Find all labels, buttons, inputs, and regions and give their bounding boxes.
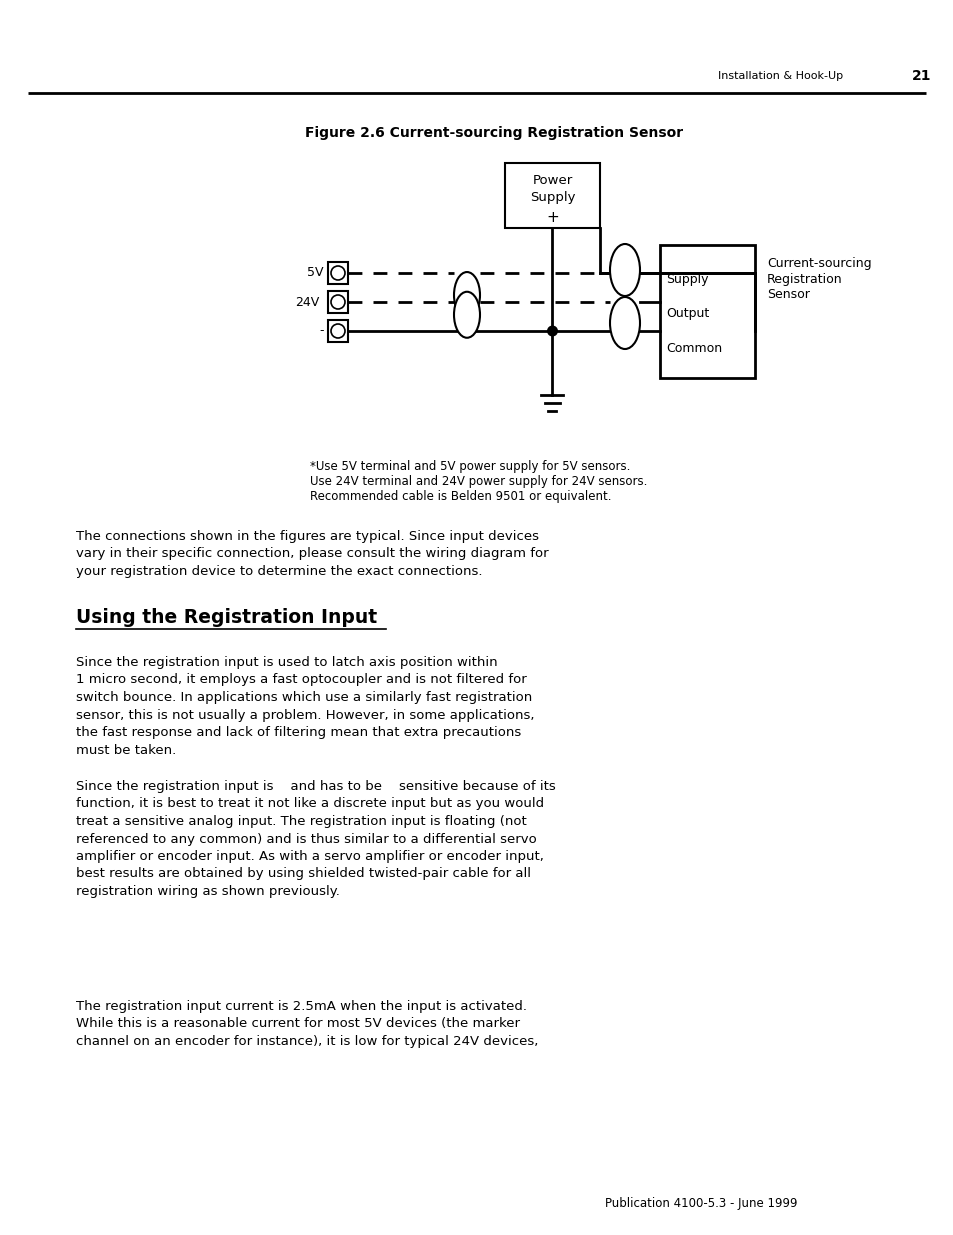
Text: registration wiring as shown previously.: registration wiring as shown previously. bbox=[76, 885, 339, 898]
Ellipse shape bbox=[609, 296, 639, 350]
Text: Supply: Supply bbox=[529, 190, 575, 204]
Text: Using the Registration Input: Using the Registration Input bbox=[76, 608, 376, 627]
Text: -: - bbox=[319, 325, 324, 337]
Ellipse shape bbox=[454, 272, 479, 319]
Text: treat a sensitive analog input. The registration input is floating (not: treat a sensitive analog input. The regi… bbox=[76, 815, 526, 827]
Circle shape bbox=[546, 326, 558, 336]
Text: *Use 5V terminal and 5V power supply for 5V sensors.: *Use 5V terminal and 5V power supply for… bbox=[310, 459, 630, 473]
Circle shape bbox=[331, 295, 345, 309]
Text: channel on an encoder for instance), it is low for typical 24V devices,: channel on an encoder for instance), it … bbox=[76, 1035, 537, 1049]
Bar bbox=[328, 291, 348, 312]
Text: While this is a reasonable current for most 5V devices (the marker: While this is a reasonable current for m… bbox=[76, 1018, 519, 1030]
Text: Output: Output bbox=[665, 306, 708, 320]
Bar bbox=[504, 163, 599, 228]
Text: Registration: Registration bbox=[766, 273, 841, 285]
Text: Recommended cable is Belden 9501 or equivalent.: Recommended cable is Belden 9501 or equi… bbox=[310, 490, 611, 503]
Text: Power: Power bbox=[532, 174, 572, 188]
Text: Installation & Hook-Up: Installation & Hook-Up bbox=[718, 70, 842, 82]
Text: The registration input current is 2.5mA when the input is activated.: The registration input current is 2.5mA … bbox=[76, 1000, 526, 1013]
Text: Publication 4100-5.3 - June 1999: Publication 4100-5.3 - June 1999 bbox=[604, 1197, 797, 1210]
Bar bbox=[328, 262, 348, 284]
Text: Sensor: Sensor bbox=[766, 289, 809, 301]
Text: Use 24V terminal and 24V power supply for 24V sensors.: Use 24V terminal and 24V power supply fo… bbox=[310, 475, 647, 488]
Text: function, it is best to treat it not like a discrete input but as you would: function, it is best to treat it not lik… bbox=[76, 798, 543, 810]
Text: Supply: Supply bbox=[665, 273, 708, 285]
Text: Since the registration input is used to latch axis position within: Since the registration input is used to … bbox=[76, 656, 497, 669]
Text: switch bounce. In applications which use a similarly fast registration: switch bounce. In applications which use… bbox=[76, 692, 532, 704]
Text: best results are obtained by using shielded twisted-pair cable for all: best results are obtained by using shiel… bbox=[76, 867, 531, 881]
Bar bbox=[659, 245, 754, 378]
Text: Figure 2.6 Current-sourcing Registration Sensor: Figure 2.6 Current-sourcing Registration… bbox=[305, 126, 682, 140]
Text: 21: 21 bbox=[911, 69, 930, 83]
Text: vary in their specific connection, please consult the wiring diagram for: vary in their specific connection, pleas… bbox=[76, 547, 548, 561]
Circle shape bbox=[331, 266, 345, 280]
Text: 24V: 24V bbox=[294, 295, 318, 309]
Text: Common: Common bbox=[665, 342, 721, 354]
Ellipse shape bbox=[609, 245, 639, 296]
Text: sensor, this is not usually a problem. However, in some applications,: sensor, this is not usually a problem. H… bbox=[76, 709, 534, 721]
Text: Since the registration input is    and has to be    sensitive because of its: Since the registration input is and has … bbox=[76, 781, 556, 793]
Bar bbox=[328, 320, 348, 342]
Text: amplifier or encoder input. As with a servo amplifier or encoder input,: amplifier or encoder input. As with a se… bbox=[76, 850, 543, 863]
Text: the fast response and lack of filtering mean that extra precautions: the fast response and lack of filtering … bbox=[76, 726, 520, 739]
Text: +: + bbox=[545, 210, 558, 225]
Text: must be taken.: must be taken. bbox=[76, 743, 176, 757]
Text: 1 micro second, it employs a fast optocoupler and is not filtered for: 1 micro second, it employs a fast optoco… bbox=[76, 673, 526, 687]
Text: your registration device to determine the exact connections.: your registration device to determine th… bbox=[76, 564, 482, 578]
Text: 5V: 5V bbox=[307, 267, 324, 279]
Text: The connections shown in the figures are typical. Since input devices: The connections shown in the figures are… bbox=[76, 530, 538, 543]
Ellipse shape bbox=[454, 291, 479, 337]
Text: referenced to any common) and is thus similar to a differential servo: referenced to any common) and is thus si… bbox=[76, 832, 537, 846]
Circle shape bbox=[331, 324, 345, 338]
Text: Current-sourcing: Current-sourcing bbox=[766, 257, 871, 269]
